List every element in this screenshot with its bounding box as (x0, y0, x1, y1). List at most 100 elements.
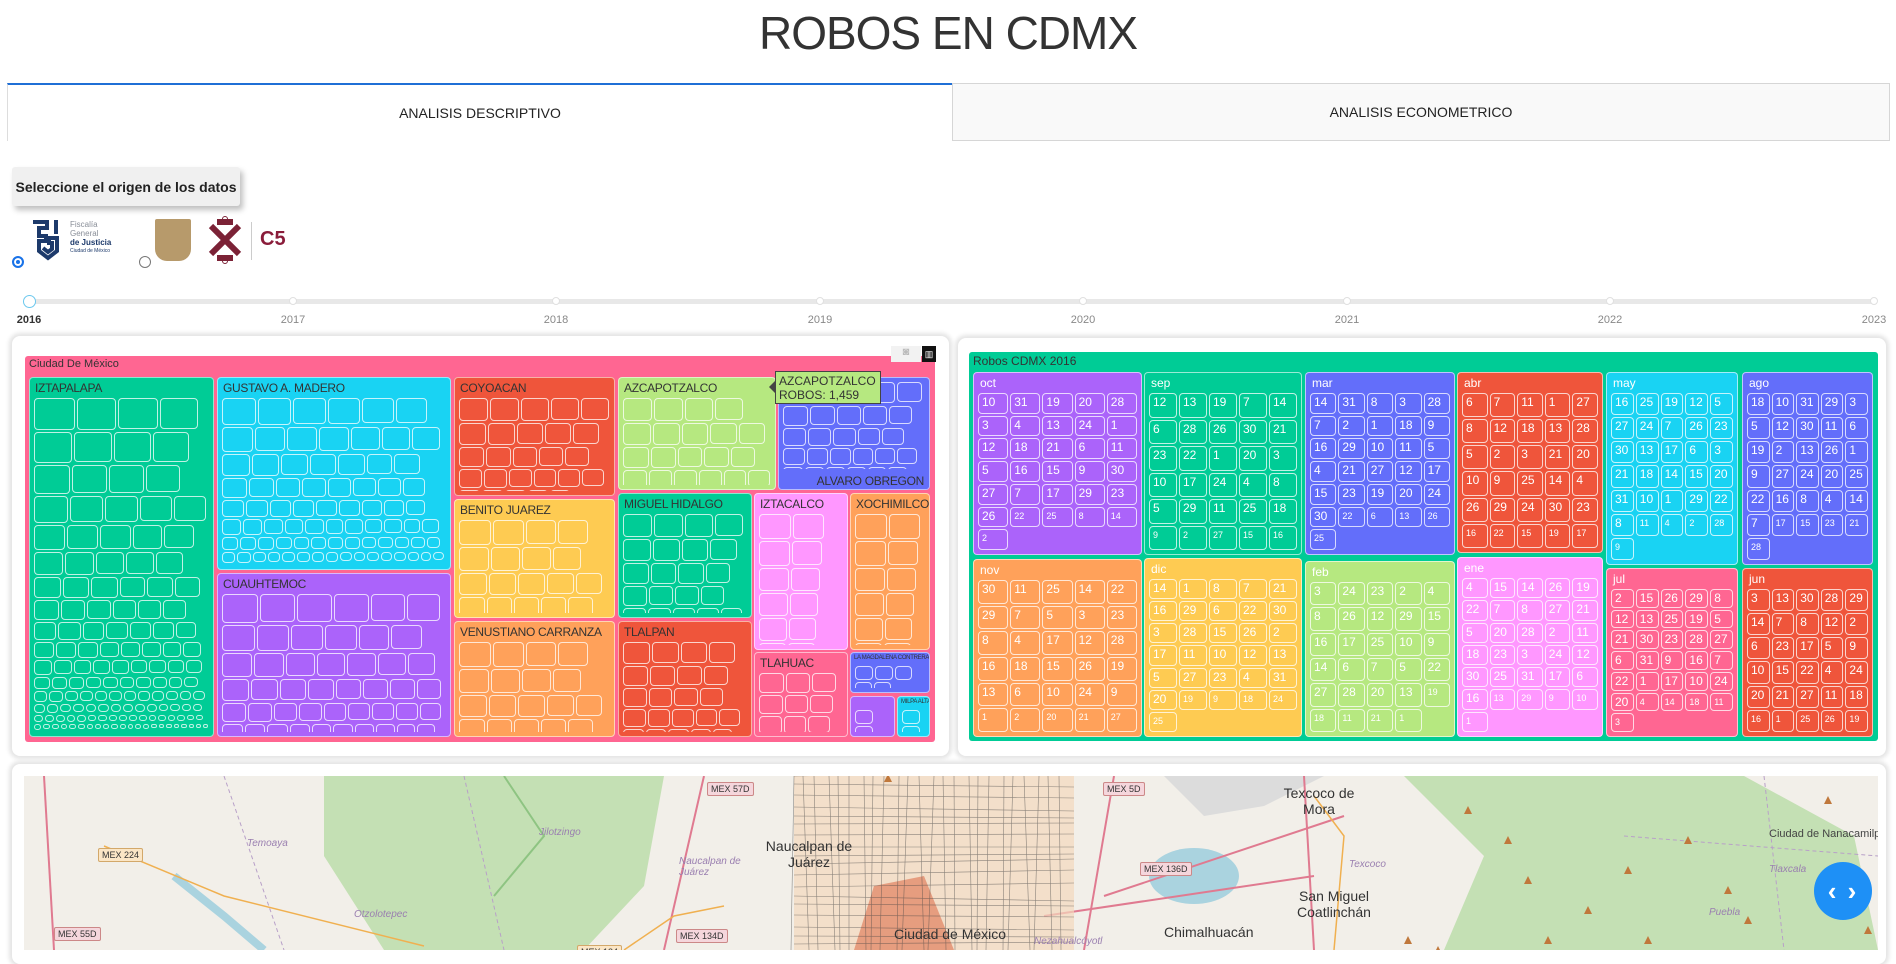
day-tile[interactable]: 16 (1010, 461, 1040, 482)
day-tile[interactable]: 11 (1107, 438, 1137, 459)
neighborhood-tile[interactable] (126, 552, 154, 574)
day-tile[interactable]: 26 (1661, 589, 1684, 608)
neighborhood-tile[interactable] (710, 423, 736, 444)
day-tile[interactable]: 31 (1338, 393, 1364, 414)
neighborhood-tile[interactable] (367, 552, 379, 561)
neighborhood-tile[interactable] (339, 500, 359, 516)
neighborhood-tile[interactable] (855, 643, 882, 645)
year-slider-tick[interactable] (1870, 297, 1878, 305)
neighborhood-tile[interactable] (174, 724, 179, 728)
neighborhood-tile[interactable] (88, 715, 96, 722)
data-source-button[interactable]: Seleccione el origen de los datos (12, 167, 240, 206)
neighborhood-tile[interactable] (810, 406, 835, 426)
neighborhood-tile[interactable] (518, 573, 545, 595)
neighborhood-tile[interactable] (345, 519, 363, 533)
day-tile[interactable]: 28 (1107, 393, 1137, 414)
day-tile[interactable]: 12 (978, 438, 1008, 459)
day-tile[interactable]: 24 (1075, 416, 1105, 437)
neighborhood-tile[interactable] (408, 653, 435, 675)
day-tile[interactable]: 21 (1611, 465, 1634, 487)
day-tile[interactable]: 31 (1611, 490, 1634, 512)
neighborhood-tile[interactable] (489, 695, 516, 717)
day-tile[interactable]: 1 (1661, 490, 1684, 512)
neighborhood-tile[interactable] (237, 552, 250, 563)
day-tile[interactable]: 27 (1611, 417, 1634, 439)
day-tile[interactable]: 20 (1821, 465, 1844, 487)
neighborhood-tile[interactable] (287, 427, 317, 451)
neighborhood-tile[interactable] (789, 618, 816, 640)
neighborhood-tile[interactable] (58, 622, 80, 640)
neighborhood-tile[interactable] (78, 724, 85, 729)
neighborhood-tile[interactable] (721, 608, 743, 613)
neighborhood-tile[interactable] (488, 423, 515, 444)
neighborhood-tile[interactable] (111, 704, 121, 712)
neighborhood-tile[interactable] (297, 594, 332, 622)
neighborhood-tile[interactable] (326, 552, 338, 562)
neighborhood-tile[interactable] (34, 691, 47, 702)
day-tile[interactable]: 20 (1367, 683, 1393, 706)
neighborhood-tile[interactable] (858, 428, 880, 446)
neighborhood-tile[interactable] (222, 454, 250, 476)
day-tile[interactable]: 21 (1845, 514, 1868, 536)
neighborhood-tile[interactable] (222, 427, 253, 452)
neighborhood-tile[interactable] (149, 715, 157, 721)
neighborhood-tile[interactable] (553, 669, 581, 692)
neighborhood-tile[interactable] (648, 709, 670, 727)
neighborhood-tile[interactable] (163, 600, 186, 618)
neighborhood-tile[interactable] (486, 447, 511, 467)
day-tile[interactable]: 28 (1338, 683, 1364, 706)
neighborhood-tile[interactable] (67, 715, 76, 722)
day-tile[interactable]: 15 (1490, 578, 1516, 598)
day-tile[interactable]: 9 (1545, 689, 1571, 709)
neighborhood-tile[interactable] (312, 724, 332, 732)
day-tile[interactable]: 23 (1209, 668, 1237, 688)
day-tile[interactable]: 1 (1179, 579, 1207, 599)
day-tile[interactable]: 29 (1075, 484, 1105, 505)
day-tile[interactable]: 3 (1710, 441, 1733, 463)
neighborhood-tile[interactable] (222, 552, 235, 563)
neighborhood-tile[interactable] (649, 688, 673, 707)
neighborhood-tile[interactable] (490, 398, 519, 421)
neighborhood-tile[interactable] (493, 520, 524, 545)
district-tile[interactable]: TLALPAN (618, 621, 752, 737)
neighborhood-tile[interactable] (253, 552, 266, 562)
neighborhood-tile[interactable] (459, 669, 489, 693)
neighborhood-tile[interactable] (582, 469, 604, 486)
neighborhood-tile[interactable] (482, 490, 503, 491)
neighborhood-tile[interactable] (830, 448, 851, 465)
neighborhood-tile[interactable] (553, 547, 581, 570)
neighborhood-tile[interactable] (72, 465, 107, 493)
neighborhood-tile[interactable] (790, 593, 818, 616)
day-tile[interactable]: 15 (1517, 524, 1543, 548)
neighborhood-tile[interactable] (459, 423, 486, 445)
day-tile[interactable]: 10 (1772, 393, 1795, 415)
neighborhood-tile[interactable] (759, 643, 786, 645)
day-tile[interactable]: 3 (1269, 446, 1297, 471)
neighborhood-tile[interactable] (623, 563, 649, 584)
neighborhood-tile[interactable] (326, 519, 344, 533)
day-tile[interactable]: 13 (1490, 689, 1516, 709)
day-tile[interactable]: 5 (1462, 445, 1488, 469)
day-tile[interactable]: 28 (1517, 623, 1543, 643)
day-tile[interactable]: 13 (1545, 419, 1571, 443)
neighborhood-tile[interactable] (147, 704, 157, 712)
neighborhood-tile[interactable] (408, 552, 419, 561)
day-tile[interactable]: 24 (1209, 473, 1237, 498)
day-tile[interactable]: 15 (1239, 526, 1267, 551)
day-tile[interactable]: 19 (1685, 610, 1708, 629)
day-tile[interactable]: 7 (1310, 416, 1336, 437)
neighborhood-tile[interactable] (153, 677, 167, 688)
neighborhood-tile[interactable] (174, 496, 206, 521)
day-tile[interactable]: 27 (1772, 465, 1795, 487)
neighborhood-tile[interactable] (710, 539, 736, 560)
day-tile[interactable]: 4 (1010, 631, 1040, 655)
neighborhood-tile[interactable] (336, 679, 361, 699)
neighborhood-tile[interactable] (541, 719, 566, 732)
neighborhood-tile[interactable] (34, 642, 54, 658)
day-tile[interactable]: 15 (1310, 484, 1336, 505)
day-tile[interactable]: 17 (1042, 484, 1072, 505)
neighborhood-tile[interactable] (394, 454, 419, 474)
neighborhood-tile[interactable] (427, 537, 441, 548)
day-tile[interactable]: 24 (1636, 417, 1659, 439)
